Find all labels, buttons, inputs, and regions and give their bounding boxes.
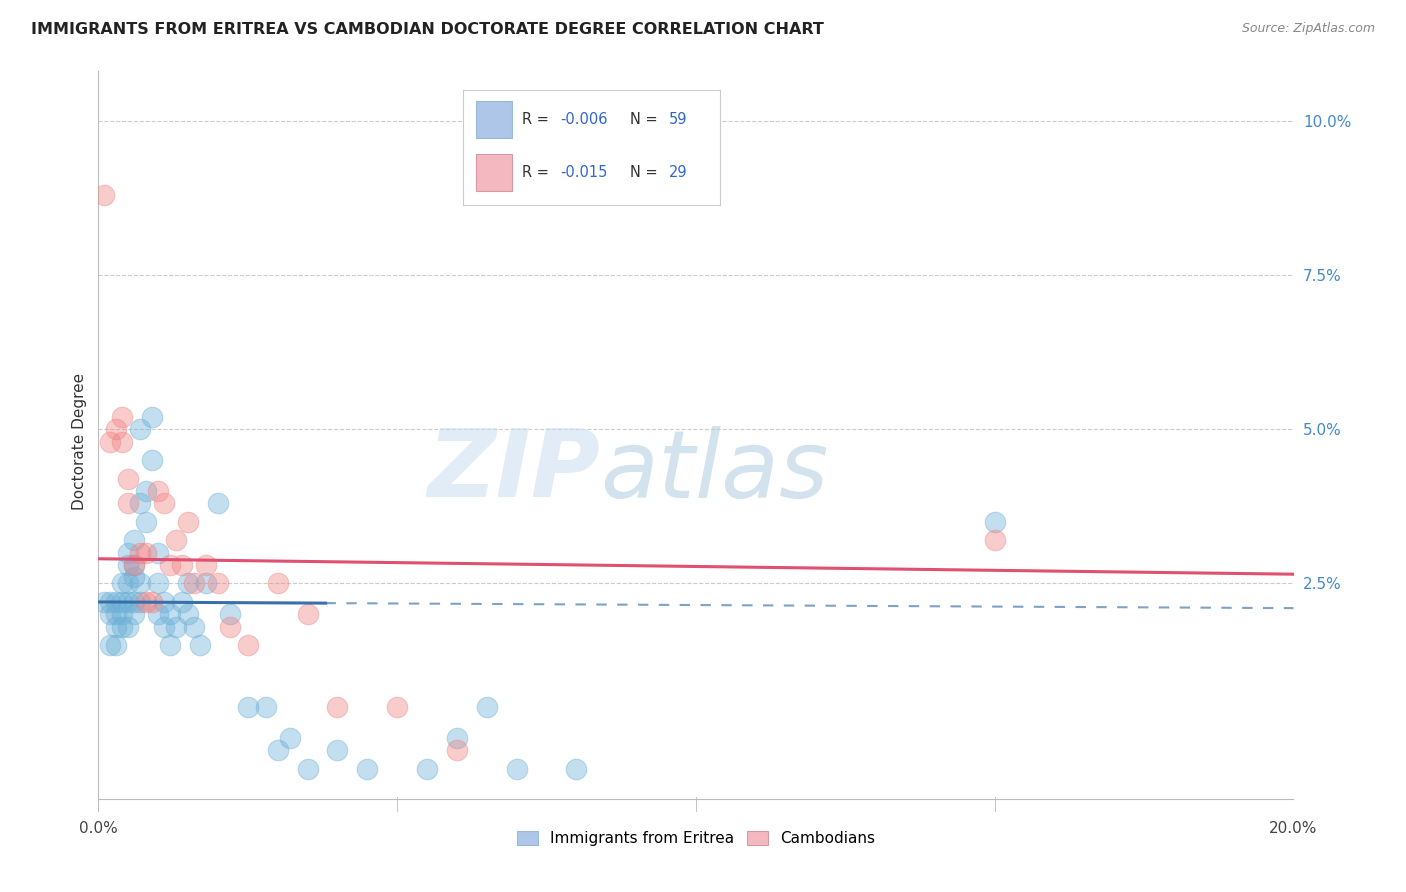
Point [129,546,152,560]
Point [148,576,170,591]
Point [506,762,529,776]
Point [236,638,259,652]
Point [111,595,134,609]
Point [446,731,468,745]
Point [129,422,152,436]
Point [297,762,319,776]
Point [207,576,229,591]
Point [148,546,170,560]
Point [141,409,163,424]
Point [111,434,134,449]
Point [105,595,128,609]
Point [117,471,139,485]
Point [124,570,146,584]
Point [446,743,468,757]
Point [124,595,146,609]
Point [326,743,349,757]
Point [135,546,157,560]
Point [148,607,170,622]
Point [165,533,187,548]
Point [254,699,277,714]
Point [159,558,181,572]
Point [207,496,229,510]
Point [98,434,122,449]
Point [124,558,146,572]
Point [297,607,319,622]
Point [177,607,200,622]
Point [183,619,205,633]
Point [385,699,409,714]
Point [141,453,163,467]
Point [98,595,122,609]
Point [105,422,128,436]
Point [135,595,157,609]
Point [159,607,181,622]
Point [326,699,349,714]
Point [93,187,115,202]
Point [172,595,194,609]
Text: IMMIGRANTS FROM ERITREA VS CAMBODIAN DOCTORATE DEGREE CORRELATION CHART: IMMIGRANTS FROM ERITREA VS CAMBODIAN DOC… [31,22,824,37]
Point [129,496,152,510]
Point [129,595,152,609]
Point [984,515,1007,529]
Point [117,546,139,560]
Point [153,619,176,633]
Point [93,595,115,609]
Point [141,595,163,609]
Point [135,483,157,498]
Point [267,576,290,591]
Point [416,762,439,776]
Text: ZIP: ZIP [427,425,600,517]
Point [177,576,200,591]
Point [153,496,176,510]
Point [117,558,139,572]
Point [117,496,139,510]
Point [117,595,139,609]
Point [148,483,170,498]
Point [195,558,218,572]
Point [565,762,588,776]
Point [124,533,146,548]
Point [111,576,134,591]
Point [267,743,290,757]
Point [183,576,205,591]
Text: atlas: atlas [600,425,828,516]
Point [188,638,211,652]
Point [165,619,187,633]
Point [153,595,176,609]
Point [111,619,134,633]
Point [278,731,301,745]
Point [236,699,259,714]
Point [105,607,128,622]
Legend: Immigrants from Eritrea, Cambodians: Immigrants from Eritrea, Cambodians [510,824,882,852]
Point [219,619,242,633]
Point [117,576,139,591]
Text: Source: ZipAtlas.com: Source: ZipAtlas.com [1241,22,1375,36]
Point [124,607,146,622]
Point [984,533,1007,548]
Point [124,558,146,572]
Point [98,607,122,622]
Point [177,515,200,529]
Point [105,619,128,633]
Point [219,607,242,622]
Point [172,558,194,572]
Point [105,638,128,652]
Point [195,576,218,591]
Point [111,607,134,622]
Point [129,576,152,591]
Point [111,409,134,424]
Point [475,699,498,714]
Point [356,762,378,776]
Y-axis label: Doctorate Degree: Doctorate Degree [72,373,87,510]
Point [117,619,139,633]
Point [98,638,122,652]
Point [135,515,157,529]
Point [159,638,181,652]
